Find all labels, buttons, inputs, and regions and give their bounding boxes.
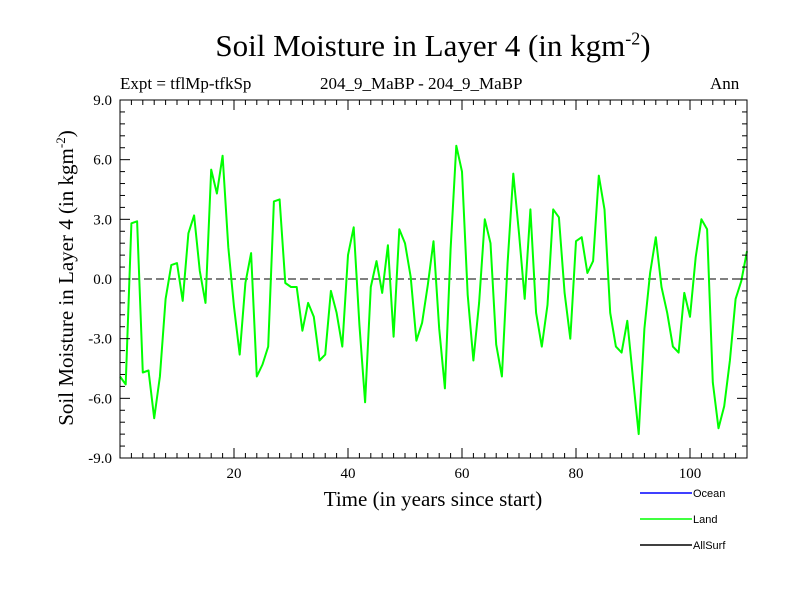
- x-tick-label: 40: [341, 466, 356, 482]
- chart-title-text: Soil Moisture in Layer 4 (in kgm: [215, 28, 626, 63]
- subtitle-season: Ann: [710, 74, 740, 93]
- y-tick-label: 6.0: [93, 153, 112, 169]
- chart-title-close: ): [640, 28, 651, 63]
- series-line-land: [119, 144, 748, 436]
- y-tick-label: 9.0: [93, 93, 112, 109]
- chart-title: Soil Moisture in Layer 4 (in kgm-2): [0, 28, 800, 64]
- y-tick-label: -6.0: [88, 391, 112, 407]
- x-axis-label: Time (in years since start): [323, 487, 543, 511]
- y-tick-label: 3.0: [93, 212, 112, 228]
- legend: Ocean Land AllSurf: [640, 488, 726, 552]
- legend-label-allsurf: AllSurf: [693, 540, 726, 552]
- legend-label-ocean: Ocean: [693, 488, 725, 500]
- subtitle-period: 204_9_MaBP - 204_9_MaBP: [320, 74, 523, 93]
- y-tick-label: -9.0: [88, 451, 112, 467]
- x-tick-label: 100: [679, 466, 702, 482]
- legend-label-land: Land: [693, 514, 717, 526]
- x-tick-label: 60: [455, 466, 470, 482]
- y-tick-label: 0.0: [93, 272, 112, 288]
- chart-title-superscript: -2: [625, 28, 641, 49]
- x-tick-label: 20: [227, 466, 242, 482]
- ticks-group: 20 40 60 80 100 -9.0 -6.0 -3.0 0.0 3.0 6.0 9.0: [88, 93, 748, 482]
- series-group: [119, 144, 748, 436]
- y-tick-label: -3.0: [88, 332, 112, 348]
- subtitle-experiment: Expt = tflMp-tfkSp: [120, 74, 252, 93]
- x-tick-label: 80: [569, 466, 584, 482]
